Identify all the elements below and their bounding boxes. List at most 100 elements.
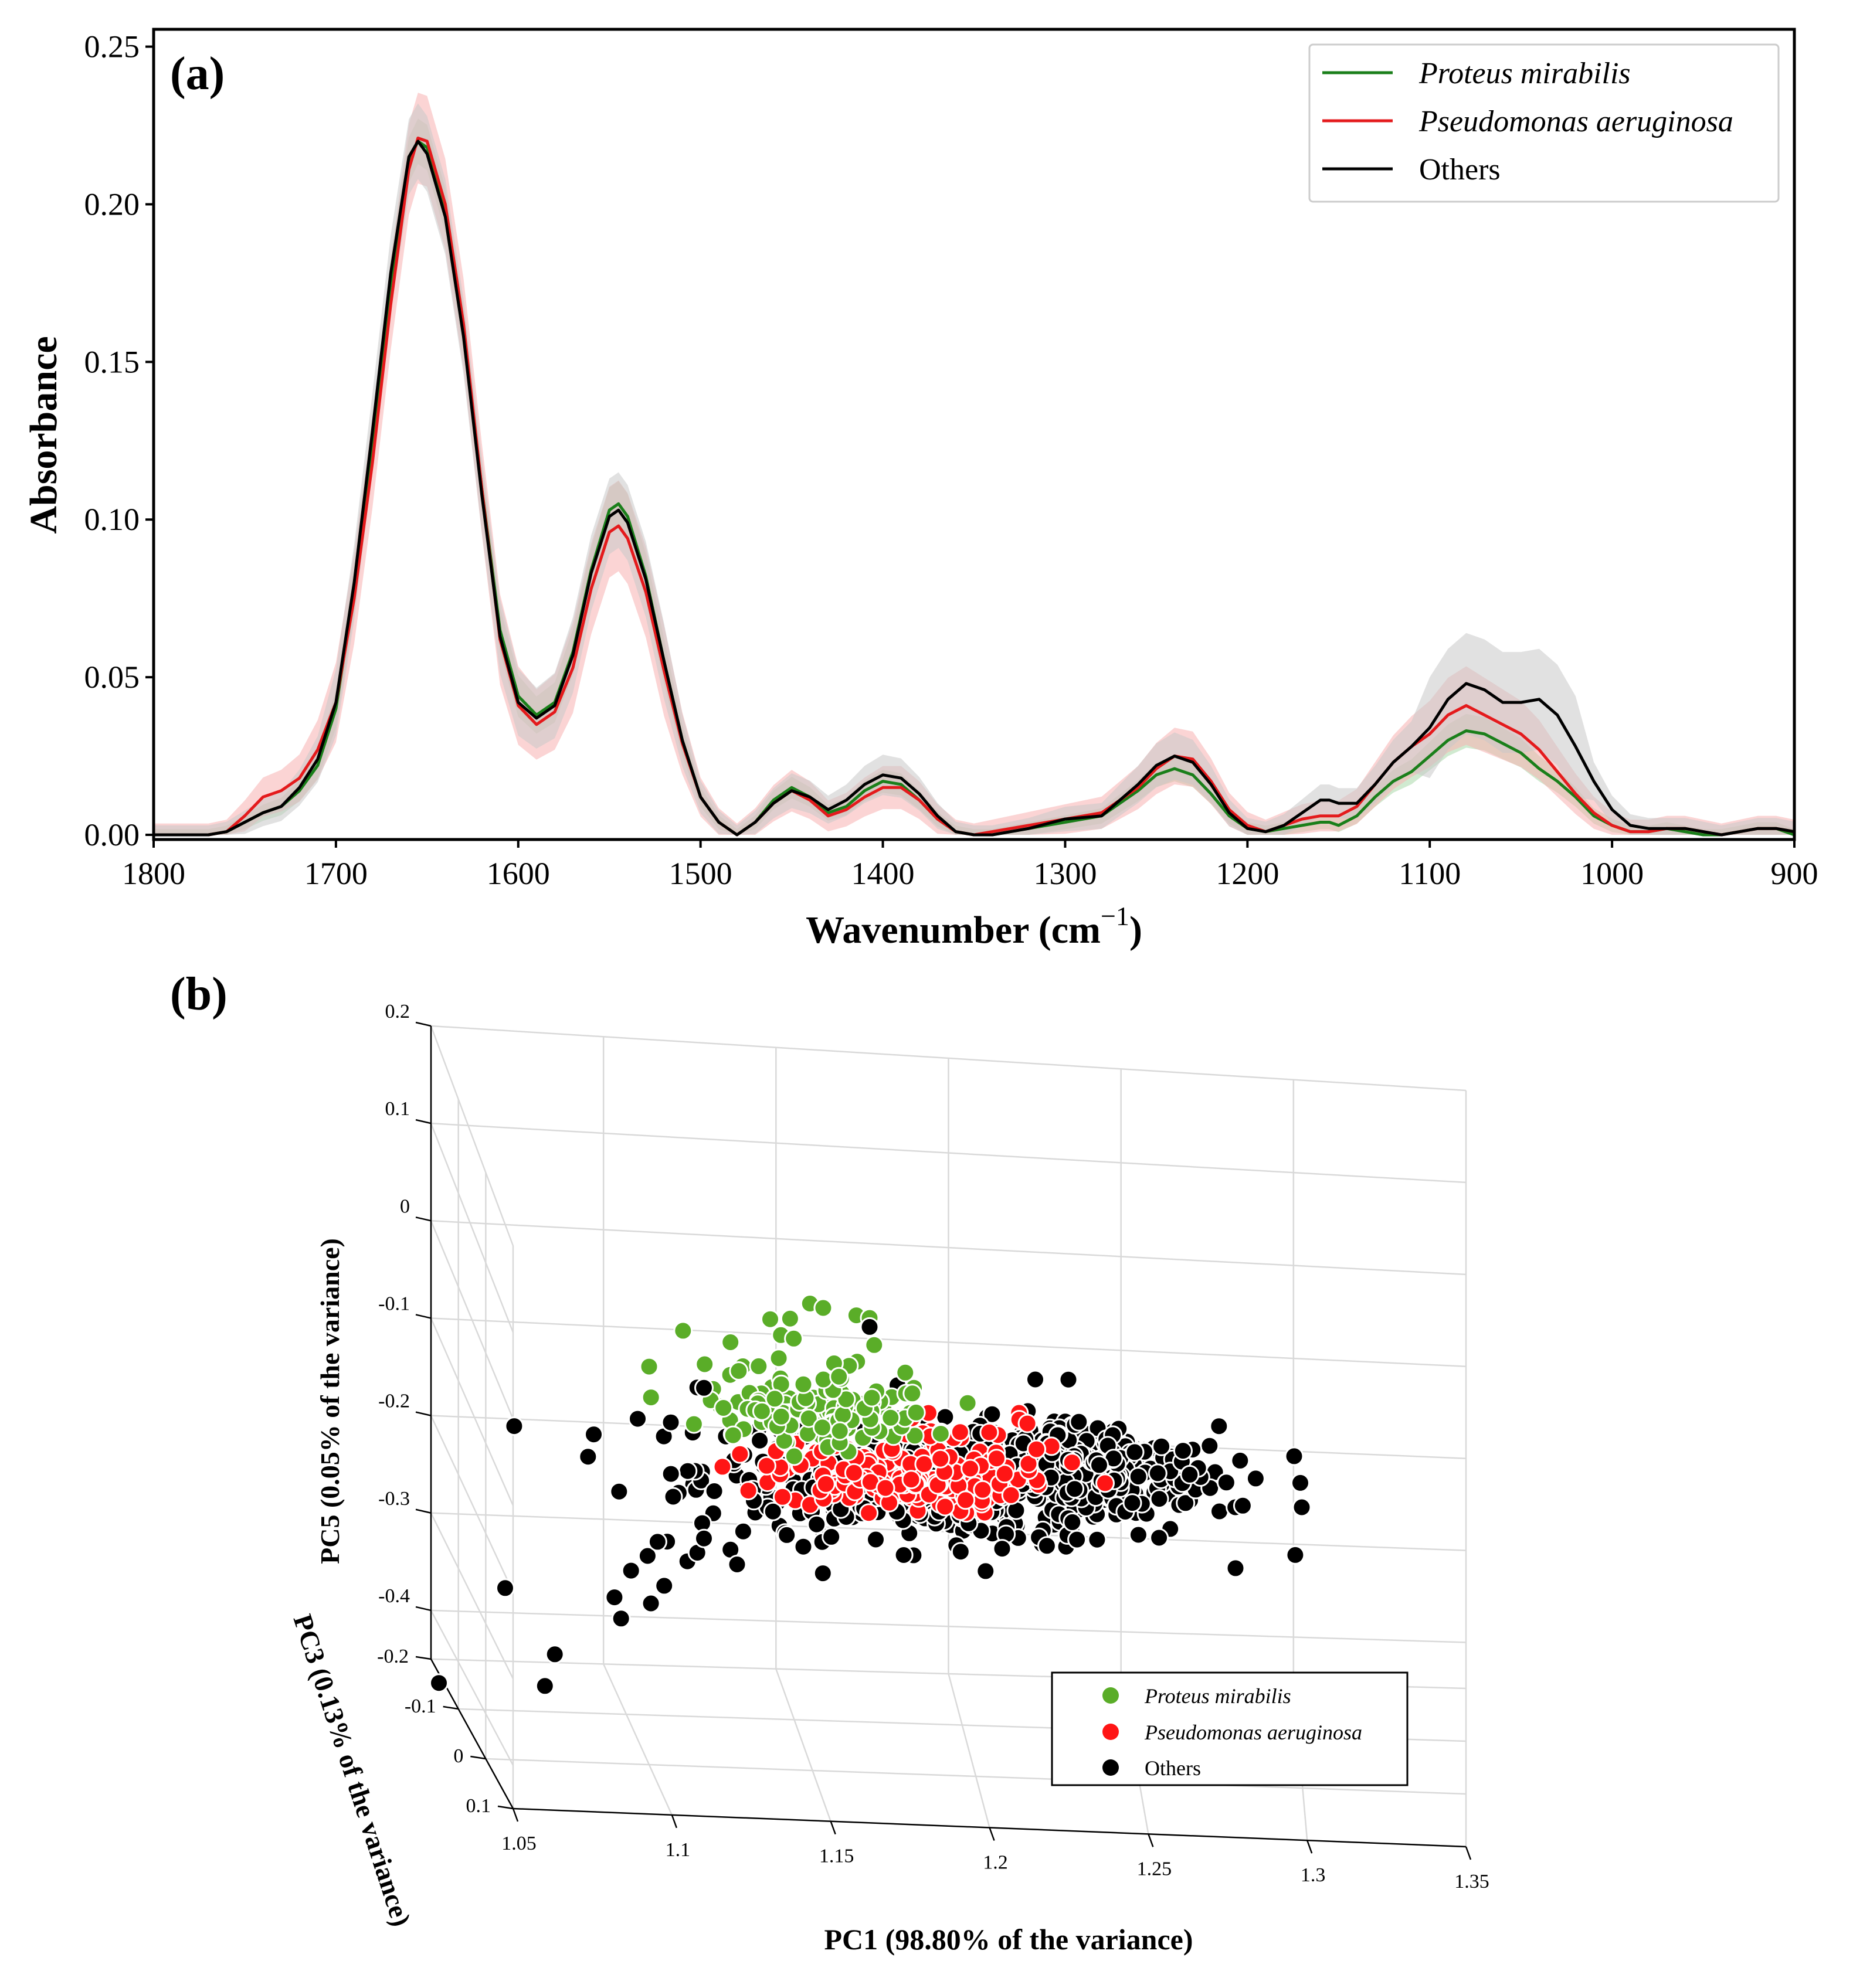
grid-line — [430, 1025, 1467, 1092]
point-others — [1090, 1455, 1109, 1475]
point-others — [1065, 1479, 1085, 1499]
point-pseudomonas-aeruginosa — [1062, 1453, 1082, 1473]
x-tick-label: 1700 — [304, 856, 368, 891]
grid-line — [430, 1609, 1467, 1643]
point-others — [1063, 1512, 1082, 1532]
legend-b-label-proteus: Proteus mirabilis — [1144, 1684, 1291, 1708]
x-tick-label: 1500 — [669, 856, 732, 891]
point-others — [1125, 1442, 1145, 1462]
point-others — [663, 1487, 683, 1507]
point-others — [1216, 1473, 1236, 1493]
point-others — [976, 1561, 996, 1581]
grid-line — [775, 1668, 832, 1822]
point-others — [605, 1588, 625, 1608]
point-others — [611, 1609, 631, 1629]
y-tick-label: 0.15 — [84, 344, 140, 379]
point-proteus-mirabilis — [771, 1406, 791, 1426]
pc5-tick — [415, 1216, 432, 1222]
point-others — [777, 1525, 797, 1545]
point-proteus-mirabilis — [639, 1357, 659, 1377]
point-pseudomonas-aeruginosa — [859, 1503, 879, 1523]
band-others — [154, 103, 1794, 835]
point-others — [584, 1425, 603, 1445]
x-tick-label: 1600 — [487, 856, 550, 891]
pc1-tick — [512, 1808, 519, 1822]
point-proteus-mirabilis — [729, 1361, 749, 1381]
panel-a-label: (a) — [170, 48, 225, 100]
pc1-tick-label: 1.35 — [1454, 1871, 1489, 1892]
legend-a-label-pseudomonas: Pseudomonas aeruginosa — [1418, 105, 1733, 138]
pc1-tick — [989, 1827, 995, 1841]
point-proteus-mirabilis — [906, 1402, 926, 1422]
point-others — [694, 1378, 714, 1398]
point-proteus-mirabilis — [881, 1408, 901, 1428]
point-pseudomonas-aeruginosa — [1001, 1485, 1021, 1505]
pc5-tick-label: -0.3 — [378, 1488, 410, 1510]
point-others — [763, 1501, 783, 1521]
point-others — [1230, 1450, 1250, 1470]
y-tick-label: 0.05 — [84, 660, 140, 695]
point-pseudomonas-aeruginosa — [712, 1457, 732, 1477]
legend-a-frame — [1308, 43, 1780, 203]
point-others — [733, 1521, 753, 1541]
pc1-tick — [671, 1814, 678, 1829]
point-pseudomonas-aeruginosa — [1027, 1439, 1047, 1459]
point-others — [1069, 1412, 1089, 1432]
point-others — [661, 1412, 681, 1432]
point-pseudomonas-aeruginosa — [914, 1454, 934, 1474]
point-proteus-mirabilis — [813, 1369, 833, 1389]
x-tick-label: 1200 — [1216, 856, 1279, 891]
point-others — [1037, 1536, 1057, 1556]
point-proteus-mirabilis — [905, 1426, 925, 1446]
point-pseudomonas-aeruginosa — [816, 1474, 836, 1494]
point-proteus-mirabilis — [902, 1384, 922, 1404]
point-others — [982, 1404, 1002, 1424]
point-others — [992, 1539, 1012, 1559]
point-others — [545, 1644, 565, 1664]
point-others — [1067, 1530, 1087, 1549]
point-others — [727, 1555, 747, 1574]
point-pseudomonas-aeruginosa — [987, 1449, 1006, 1469]
pc3-tick-label: -0.2 — [377, 1646, 409, 1667]
panel-a: 1800 1700 1600 1500 1400 1300 1200 1100 1000 900 … — [22, 28, 1818, 951]
pc3-tick — [443, 1705, 459, 1710]
point-others — [1128, 1525, 1148, 1545]
grid-line — [430, 1610, 514, 1766]
point-proteus-mirabilis — [931, 1424, 951, 1444]
point-proteus-mirabilis — [780, 1309, 800, 1328]
legend-b-label-others: Others — [1145, 1756, 1201, 1780]
point-proteus-mirabilis — [684, 1414, 704, 1434]
point-proteus-mirabilis — [829, 1367, 849, 1386]
point-others — [1284, 1446, 1304, 1466]
point-pseudomonas-aeruginosa — [738, 1481, 758, 1501]
grid-line — [430, 1317, 1467, 1368]
point-others — [1058, 1369, 1078, 1389]
point-others — [1122, 1493, 1142, 1513]
point-others — [654, 1576, 674, 1596]
point-others — [866, 1530, 885, 1549]
point-pseudomonas-aeruginosa — [935, 1497, 955, 1517]
point-others — [1148, 1463, 1168, 1483]
point-proteus-mirabilis — [695, 1354, 715, 1374]
point-others — [496, 1578, 515, 1598]
point-others — [621, 1561, 641, 1581]
point-others — [429, 1673, 449, 1693]
point-others — [647, 1532, 667, 1552]
point-proteus-mirabilis — [714, 1398, 734, 1418]
point-others — [1180, 1464, 1200, 1484]
legend-b-marker-red — [1102, 1724, 1119, 1740]
x-tick-label: 1000 — [1580, 856, 1644, 891]
x-axis-label: Wavenumber (cm−1) — [806, 901, 1142, 951]
point-others — [860, 1317, 880, 1337]
point-proteus-mirabilis — [895, 1362, 915, 1382]
legend-a-label-proteus: Proteus mirabilis — [1418, 57, 1631, 90]
point-proteus-mirabilis — [761, 1309, 780, 1329]
point-proteus-mirabilis — [864, 1335, 884, 1355]
legend-a-label-others: Others — [1419, 153, 1501, 186]
grid-line — [430, 1513, 514, 1680]
point-proteus-mirabilis — [641, 1388, 661, 1408]
point-others — [807, 1514, 827, 1534]
point-pseudomonas-aeruginosa — [956, 1490, 976, 1510]
point-others — [951, 1542, 970, 1562]
